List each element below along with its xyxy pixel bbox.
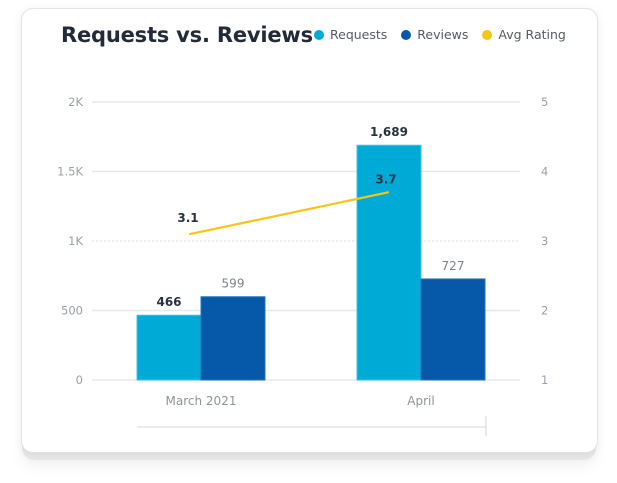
bar-requests-1 [356, 144, 422, 381]
bar-reviews-1 [420, 278, 486, 381]
category-label: March 2021 [166, 394, 237, 408]
legend-item-requests[interactable]: Requests [314, 27, 387, 42]
legend-label-avg-rating: Avg Rating [498, 27, 566, 42]
avg-rating-line [188, 191, 390, 236]
legend-label-reviews: Reviews [417, 27, 469, 42]
data-label: 727 [442, 259, 465, 273]
data-label: 3.7 [375, 172, 396, 186]
left-tick-label: 2K [68, 95, 83, 109]
legend-dot-reviews [401, 29, 412, 40]
left-axis-ticks: 0 500 1K 1.5K 2K [57, 95, 83, 387]
right-axis-ticks: 1 2 3 4 5 [541, 95, 548, 387]
right-tick-label: 5 [541, 95, 548, 109]
data-label: 1,689 [370, 125, 408, 139]
bars [136, 144, 486, 381]
right-tick-label: 2 [541, 304, 548, 318]
data-label: 599 [222, 277, 245, 291]
bar-requests-0 [136, 314, 202, 381]
left-tick-label: 500 [61, 304, 83, 318]
bar-reviews-0 [200, 296, 266, 381]
right-tick-label: 3 [541, 234, 548, 248]
data-label: 3.1 [177, 211, 198, 225]
data-label: 466 [156, 295, 181, 309]
data-labels: 466 1,689 599 727 3.1 3.7 [156, 125, 464, 309]
avg-rating-polyline [188, 191, 390, 236]
category-labels: March 2021 April [166, 394, 435, 408]
legend-dot-requests [314, 29, 324, 40]
chart-title: Requests vs. Reviews [61, 23, 313, 47]
legend-item-reviews[interactable]: Reviews [401, 27, 468, 42]
left-tick-label: 0 [76, 373, 83, 387]
chart-legend: Requests Reviews Avg Rating [314, 27, 566, 42]
chart-scrollbar [137, 416, 487, 436]
legend-label-requests: Requests [330, 27, 388, 42]
legend-item-avg-rating[interactable]: Avg Rating [482, 27, 566, 42]
legend-dot-avg-rating [482, 29, 493, 40]
left-tick-label: 1.5K [57, 165, 83, 179]
left-tick-label: 1K [68, 234, 83, 248]
category-label: April [407, 394, 434, 408]
right-tick-label: 1 [541, 373, 548, 387]
right-tick-label: 4 [541, 165, 548, 179]
chart-card [21, 8, 598, 453]
